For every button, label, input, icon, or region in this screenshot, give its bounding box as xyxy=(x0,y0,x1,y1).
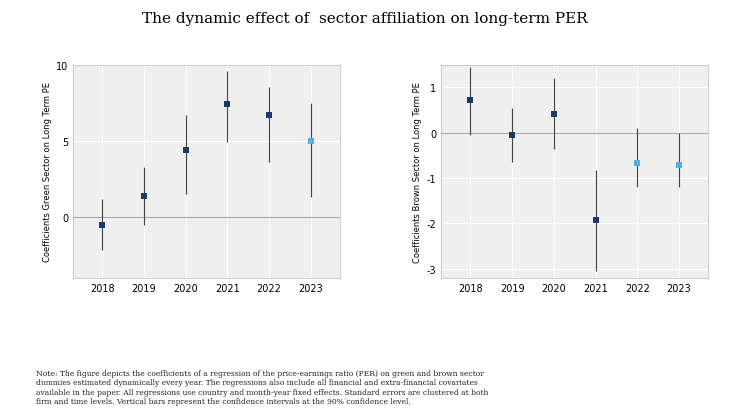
Text: Note: The figure depicts the coefficients of a regression of the price-earnings : Note: The figure depicts the coefficient… xyxy=(36,369,489,405)
Y-axis label: Coefficients Green Sector on Long Term PE: Coefficients Green Sector on Long Term P… xyxy=(43,82,52,262)
Text: The dynamic effect of  sector affiliation on long-term PER: The dynamic effect of sector affiliation… xyxy=(142,12,588,26)
Y-axis label: Coefficients Brown Sector on Long Term PE: Coefficients Brown Sector on Long Term P… xyxy=(413,81,423,262)
